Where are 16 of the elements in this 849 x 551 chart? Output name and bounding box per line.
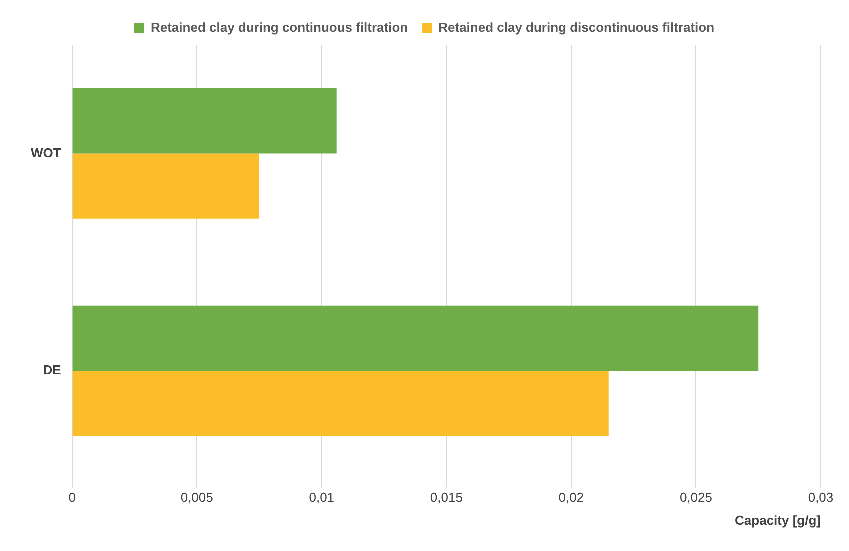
x-tick-label: 0,005 [180,490,214,506]
x-tick-label: 0,025 [680,490,712,506]
bar [72,371,609,436]
x-tick-label: 0,02 [558,490,584,506]
y-tick-label: DE [43,362,62,378]
x-tick-label: 0,015 [430,490,463,506]
legend-label: Retained clay during continuous filtration [150,20,408,36]
x-tick-label: 0,03 [808,490,834,506]
x-tick-label: 0,01 [309,490,335,506]
x-tick-label: 0 [68,490,76,506]
bar [72,154,260,219]
bar [72,88,337,154]
legend-label: Retained clay during discontinuous filtration [438,20,715,36]
x-axis-title: Capacity [g/g] [735,512,821,528]
bar [72,306,759,372]
y-tick-label: WOT [30,145,62,160]
